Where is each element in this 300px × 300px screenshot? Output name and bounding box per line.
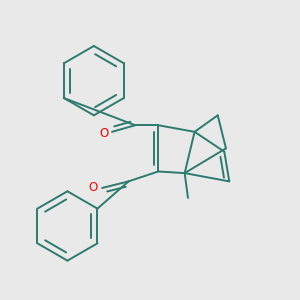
Text: O: O: [88, 182, 98, 194]
Text: O: O: [99, 127, 108, 140]
